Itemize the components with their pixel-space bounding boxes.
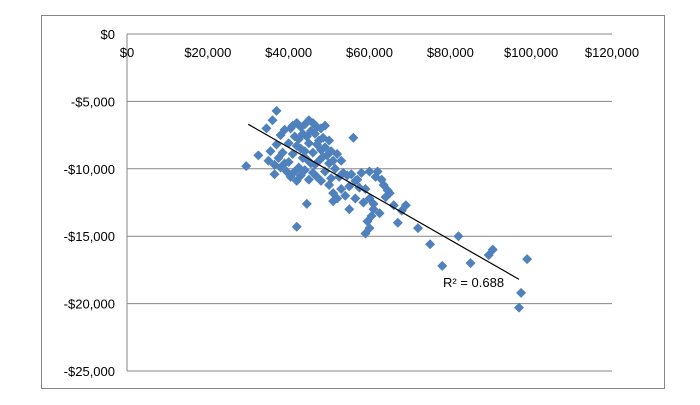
data-point xyxy=(388,200,399,211)
data-point xyxy=(299,165,310,176)
data-point xyxy=(328,196,339,207)
data-point xyxy=(277,147,288,158)
data-point xyxy=(352,174,363,185)
data-point xyxy=(261,123,272,134)
data-point xyxy=(271,105,282,116)
data-point xyxy=(320,166,331,177)
x-axis-tick-labels: $0 $20,000 $40,000 $60,000 $80,000 $100,000 $1… xyxy=(120,45,639,60)
data-point xyxy=(301,198,312,209)
y-axis-tick-labels: $0 -$5,000 -$10,000 -$15,000 -$20,000 -$25,00… xyxy=(64,27,115,379)
data-point xyxy=(330,163,341,174)
data-point xyxy=(374,208,385,219)
r-squared-label: R² = 0.688 xyxy=(443,275,504,290)
data-point xyxy=(344,204,355,215)
data-point xyxy=(316,175,326,186)
data-point xyxy=(283,157,294,168)
data-point xyxy=(392,217,403,228)
x-tick-label: $60,000 xyxy=(346,45,393,60)
data-point xyxy=(320,120,331,131)
data-point xyxy=(350,193,361,204)
data-point xyxy=(346,169,357,180)
data-point xyxy=(291,221,302,232)
data-point xyxy=(307,147,318,158)
x-tick-label: $100,000 xyxy=(504,45,558,60)
data-point xyxy=(336,184,347,195)
data-point xyxy=(425,239,436,250)
data-point xyxy=(269,169,280,180)
data-point xyxy=(487,244,498,255)
data-point xyxy=(364,193,375,204)
data-point xyxy=(400,200,411,211)
data-point xyxy=(364,166,375,177)
data-point xyxy=(522,254,533,265)
x-tick-label: $120,000 xyxy=(585,45,639,60)
data-point xyxy=(384,188,395,199)
trendline xyxy=(247,123,520,280)
data-point xyxy=(465,258,476,269)
data-point xyxy=(358,197,369,208)
data-point xyxy=(287,148,298,159)
data-point xyxy=(303,174,314,185)
data-point xyxy=(437,260,448,271)
data-point xyxy=(326,173,337,184)
y-tick-label: -$5,000 xyxy=(71,94,115,109)
data-point xyxy=(516,287,527,298)
x-tick-label: $20,000 xyxy=(184,45,231,60)
y-tick-label: -$25,000 xyxy=(64,364,115,379)
data-point xyxy=(328,155,339,166)
data-point xyxy=(364,223,375,234)
data-point xyxy=(340,190,351,201)
data-point xyxy=(263,155,274,166)
y-tick-label: -$20,000 xyxy=(64,297,115,312)
data-point xyxy=(356,167,367,178)
data-point xyxy=(368,204,379,215)
data-point xyxy=(453,231,464,242)
data-point xyxy=(303,138,314,149)
y-tick-label: $0 xyxy=(101,27,115,42)
data-point xyxy=(267,115,278,126)
data-point xyxy=(283,138,294,149)
data-point xyxy=(265,146,276,157)
data-point xyxy=(348,132,359,143)
trendline-group xyxy=(247,123,520,280)
x-tick-label: $80,000 xyxy=(427,45,474,60)
chart-frame xyxy=(41,15,665,389)
data-point xyxy=(253,150,264,161)
data-point xyxy=(413,223,423,234)
y-tick-label: -$15,000 xyxy=(64,229,115,244)
x-tick-label: $0 xyxy=(120,45,134,60)
gridlines xyxy=(126,33,612,372)
data-point xyxy=(360,184,371,195)
data-point xyxy=(336,155,347,166)
data-point xyxy=(514,302,525,313)
x-tick-label: $40,000 xyxy=(265,45,312,60)
data-point xyxy=(332,148,343,159)
data-point xyxy=(320,142,331,153)
data-point xyxy=(241,161,252,172)
data-point xyxy=(372,166,383,177)
data-point xyxy=(299,146,310,157)
y-tick-label: -$10,000 xyxy=(64,162,115,177)
data-point xyxy=(324,135,335,146)
data-points xyxy=(241,105,533,313)
